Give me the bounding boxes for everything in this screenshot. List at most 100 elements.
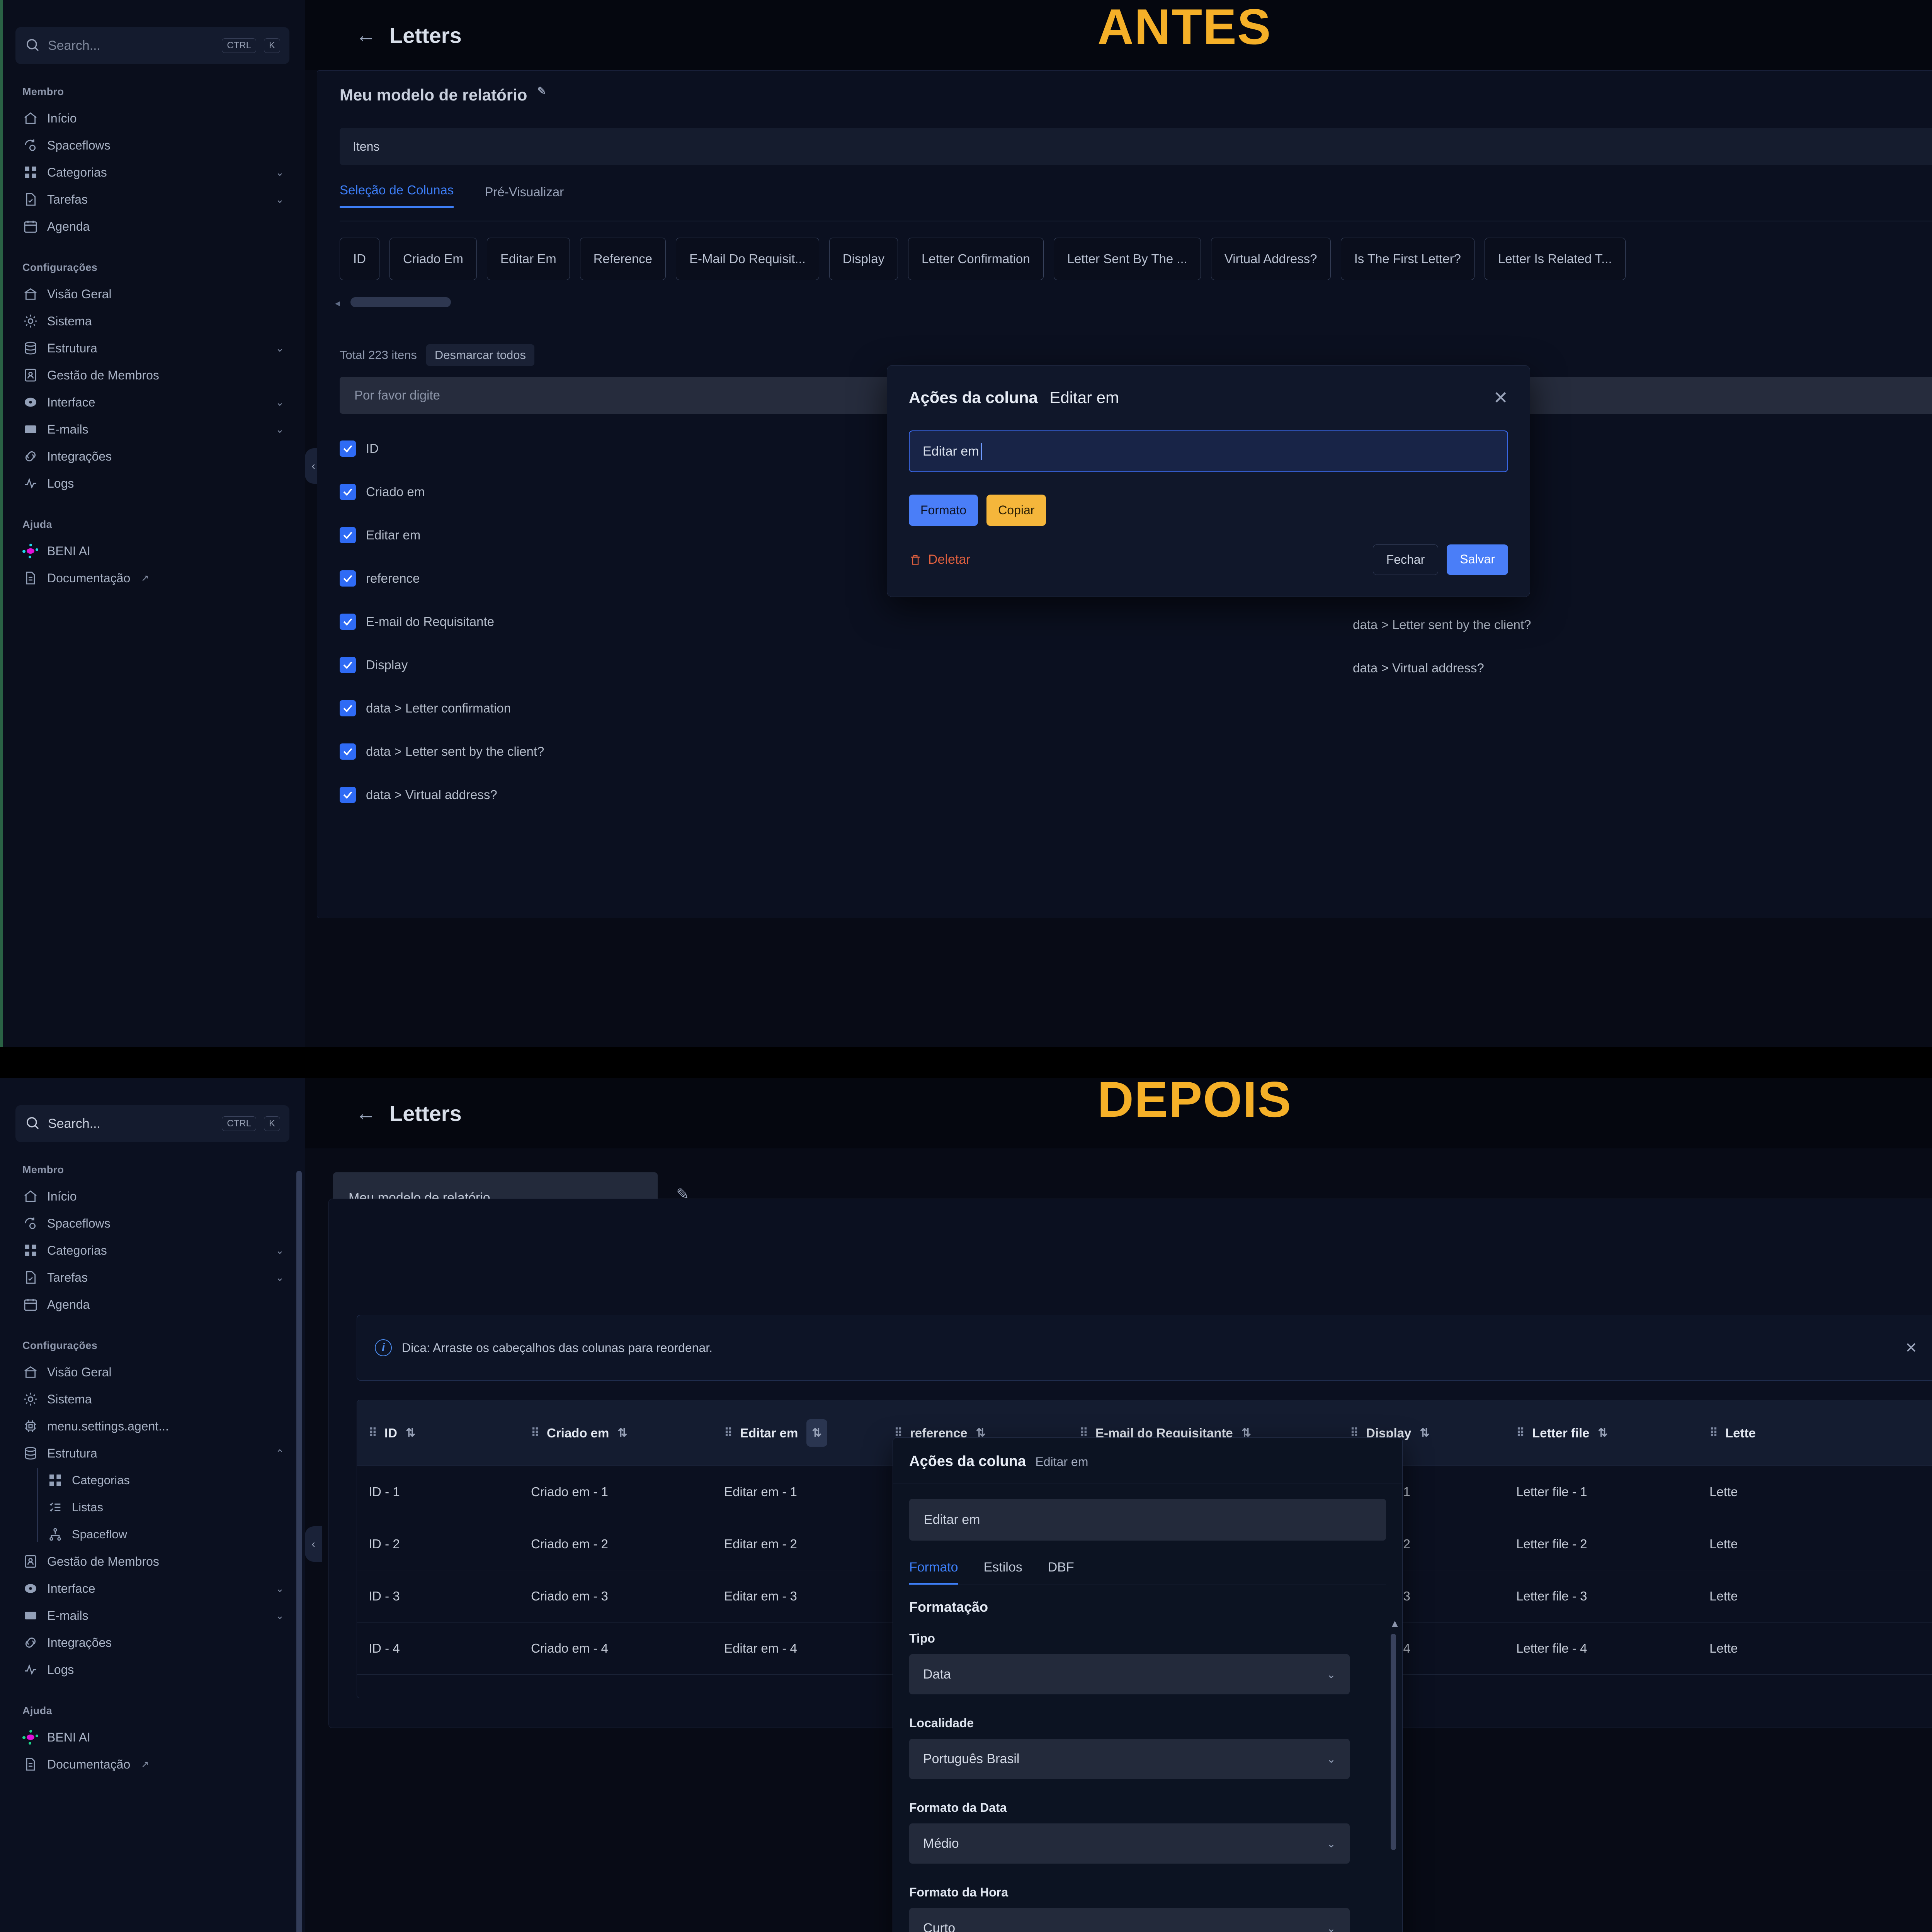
checkbox[interactable] bbox=[340, 440, 356, 457]
drag-handle-icon[interactable]: ⠿ bbox=[724, 1426, 733, 1439]
list-item[interactable]: E-mail do Requisitante bbox=[340, 600, 1932, 643]
search-input[interactable]: Search... CTRL K bbox=[15, 1105, 289, 1142]
tab-dbf[interactable]: DBF bbox=[1048, 1560, 1074, 1575]
list-item[interactable]: Display bbox=[340, 643, 1932, 687]
select-formato-da-data[interactable]: Médio ⌄ bbox=[909, 1823, 1350, 1864]
sort-icon-active[interactable]: ⇅ bbox=[806, 1419, 827, 1447]
column-chip[interactable]: Display bbox=[829, 238, 898, 280]
sidebar-collapse-button[interactable]: ‹ bbox=[305, 1526, 322, 1562]
close-icon[interactable]: ✕ bbox=[1905, 1340, 1917, 1356]
sidebar-item-inicio[interactable]: Início bbox=[0, 105, 305, 132]
source-select[interactable]: Itens ⌄ bbox=[340, 128, 1932, 165]
sidebar-item-tarefas[interactable]: Tarefas ⌄ bbox=[0, 1264, 305, 1291]
tab-pre-visualizar[interactable]: Pré-Visualizar bbox=[485, 185, 564, 199]
sidebar-item-beni-ai[interactable]: BENI AI bbox=[0, 1724, 305, 1751]
back-button[interactable]: ← bbox=[355, 24, 376, 47]
sort-icon[interactable]: ⇅ bbox=[1598, 1427, 1608, 1439]
close-icon[interactable]: ✕ bbox=[1493, 388, 1508, 408]
sidebar-item-agenda[interactable]: Agenda bbox=[0, 213, 305, 240]
select-formato-da-hora[interactable]: Curto ⌄ bbox=[909, 1908, 1350, 1932]
chevron-down-icon[interactable]: ⌄ bbox=[276, 1271, 284, 1283]
sort-icon[interactable]: ⇅ bbox=[1241, 1427, 1251, 1439]
sidebar-item-integracoes[interactable]: Integrações bbox=[0, 443, 305, 470]
sidebar-item-logs[interactable]: Logs bbox=[0, 470, 305, 497]
sort-icon[interactable]: ⇅ bbox=[617, 1427, 628, 1439]
chevron-down-icon[interactable]: ⌄ bbox=[276, 1609, 284, 1621]
drag-handle-icon[interactable]: ⠿ bbox=[1350, 1426, 1359, 1439]
sidebar-item-agent[interactable]: menu.settings.agent... bbox=[0, 1413, 305, 1440]
sidebar-item-categorias[interactable]: Categorias ⌄ bbox=[0, 1237, 305, 1264]
checkbox[interactable] bbox=[340, 484, 356, 500]
table-header-id[interactable]: ⠿ ID ⇅ bbox=[357, 1400, 519, 1466]
checkbox[interactable] bbox=[340, 527, 356, 543]
sidebar-item-estrutura-listas[interactable]: Listas bbox=[0, 1494, 305, 1521]
sidebar-item-visao-geral[interactable]: Visão Geral bbox=[0, 281, 305, 308]
sidebar-item-sistema[interactable]: Sistema bbox=[0, 1386, 305, 1413]
sidebar-item-interface[interactable]: Interface ⌄ bbox=[0, 1575, 305, 1602]
sidebar-item-interface[interactable]: Interface ⌄ bbox=[0, 389, 305, 416]
tab-selecao-de-colunas[interactable]: Seleção de Colunas bbox=[340, 183, 454, 208]
list-item[interactable]: Editar em bbox=[340, 514, 1932, 557]
sidebar-item-gestao-de-membros[interactable]: Gestão de Membros bbox=[0, 362, 305, 389]
sidebar-item-estrutura[interactable]: Estrutura ⌄ bbox=[0, 335, 305, 362]
unselect-all-button[interactable]: Desmarcar todos bbox=[426, 344, 534, 366]
scroll-up-icon[interactable]: ▲ bbox=[1390, 1617, 1400, 1629]
list-item[interactable]: data > Virtual address? bbox=[340, 773, 1932, 816]
back-button[interactable]: ← bbox=[355, 1102, 376, 1125]
salvar-button[interactable]: Salvar bbox=[1447, 544, 1508, 575]
tab-formato[interactable]: Formato bbox=[909, 1560, 958, 1585]
drag-handle-icon[interactable]: ⠿ bbox=[369, 1426, 377, 1439]
checkbox[interactable] bbox=[340, 614, 356, 630]
table-header-criado-em[interactable]: ⠿ Criado em ⇅ bbox=[519, 1400, 713, 1466]
sidebar-item-visao-geral[interactable]: Visão Geral bbox=[0, 1359, 305, 1386]
column-name-input[interactable]: Editar em bbox=[909, 430, 1508, 472]
tab-estilos[interactable]: Estilos bbox=[983, 1560, 1022, 1575]
checkbox[interactable] bbox=[340, 787, 356, 803]
sidebar-item-categorias[interactable]: Categorias ⌄ bbox=[0, 159, 305, 186]
drag-handle-icon[interactable]: ⠿ bbox=[1080, 1426, 1088, 1439]
drag-handle-icon[interactable]: ⠿ bbox=[531, 1426, 539, 1439]
checkbox[interactable] bbox=[340, 700, 356, 716]
sidebar-item-spaceflows[interactable]: Spaceflows bbox=[0, 1210, 305, 1237]
column-chip[interactable]: Letter Confirmation bbox=[908, 238, 1044, 280]
checkbox[interactable] bbox=[340, 743, 356, 760]
sidebar-item-e-mails[interactable]: E-mails ⌄ bbox=[0, 1602, 305, 1629]
table-header-editar-em[interactable]: ⠿ Editar em ⇅ bbox=[713, 1400, 883, 1466]
sort-icon[interactable]: ⇅ bbox=[405, 1427, 416, 1439]
drag-handle-icon[interactable]: ⠿ bbox=[1516, 1426, 1525, 1439]
chevron-down-icon[interactable]: ⌄ bbox=[276, 166, 284, 178]
chevron-down-icon[interactable]: ⌄ bbox=[276, 193, 284, 205]
table-header-letter-file[interactable]: ⠿ Letter file ⇅ bbox=[1505, 1400, 1698, 1466]
search-input[interactable]: Search... CTRL K bbox=[15, 27, 289, 64]
sidebar-item-tarefas[interactable]: Tarefas ⌄ bbox=[0, 186, 305, 213]
column-chip[interactable]: Virtual Address? bbox=[1211, 238, 1331, 280]
sidebar-item-documentacao[interactable]: Documentação ↗ bbox=[0, 1751, 305, 1778]
column-chip[interactable]: Reference bbox=[580, 238, 666, 280]
chevron-down-icon[interactable]: ⌄ bbox=[276, 1582, 284, 1594]
select-tipo[interactable]: Data ⌄ bbox=[909, 1654, 1350, 1694]
popup-scrollbar[interactable]: ▲ ▼ bbox=[1390, 1617, 1400, 1932]
list-item[interactable]: ID bbox=[340, 427, 1932, 470]
formato-button[interactable]: Formato bbox=[909, 495, 978, 526]
sidebar-item-estrutura-spaceflow[interactable]: Spaceflow bbox=[0, 1521, 305, 1548]
column-chip[interactable]: ID bbox=[340, 238, 379, 280]
list-item[interactable]: data > Letter sent by the client? bbox=[340, 730, 1932, 773]
copiar-button[interactable]: Copiar bbox=[986, 495, 1046, 526]
fechar-button[interactable]: Fechar bbox=[1372, 544, 1439, 575]
select-localidade[interactable]: Português Brasil ⌄ bbox=[909, 1739, 1350, 1779]
sidebar-item-gestao-de-membros[interactable]: Gestão de Membros bbox=[0, 1548, 305, 1575]
list-item[interactable]: data > Letter confirmation bbox=[340, 687, 1932, 730]
sidebar-item-documentacao[interactable]: Documentação ↗ bbox=[0, 565, 305, 592]
sidebar-item-spaceflows[interactable]: Spaceflows bbox=[0, 132, 305, 159]
sort-icon[interactable]: ⇅ bbox=[976, 1427, 986, 1439]
sidebar-item-integracoes[interactable]: Integrações bbox=[0, 1629, 305, 1656]
edit-pencil-icon[interactable]: ✎ bbox=[537, 85, 546, 97]
chevron-down-icon[interactable]: ⌄ bbox=[276, 396, 284, 408]
sidebar-item-e-mails[interactable]: E-mails ⌄ bbox=[0, 416, 305, 443]
sidebar-item-logs[interactable]: Logs bbox=[0, 1656, 305, 1683]
chevron-down-icon[interactable]: ⌄ bbox=[276, 342, 284, 354]
column-name-input[interactable]: Editar em bbox=[909, 1499, 1386, 1541]
list-item[interactable]: Criado em bbox=[340, 470, 1932, 514]
chevron-down-icon[interactable]: ⌄ bbox=[276, 423, 284, 435]
column-chip[interactable]: Letter Sent By The ... bbox=[1053, 238, 1201, 280]
